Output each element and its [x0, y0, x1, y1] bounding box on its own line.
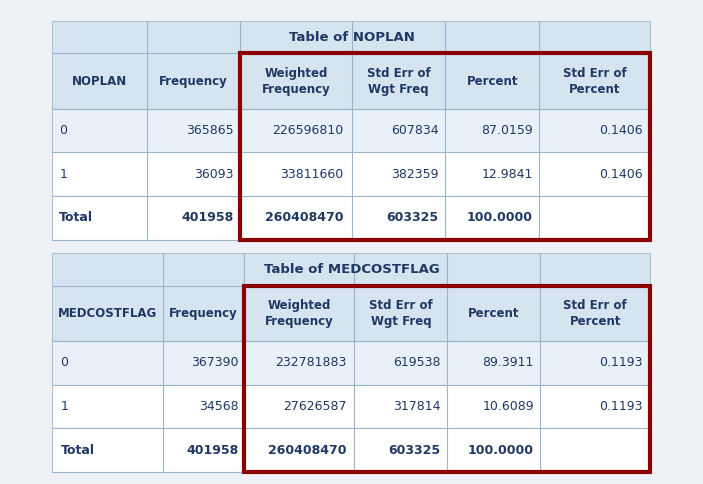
- Text: 1: 1: [59, 168, 67, 181]
- Text: MEDCOSTFLAG: MEDCOSTFLAG: [58, 307, 157, 320]
- Text: 382359: 382359: [392, 168, 439, 181]
- Bar: [53, 385, 650, 428]
- Bar: [53, 341, 650, 385]
- Text: 260408470: 260408470: [268, 444, 347, 456]
- Text: Weighted
Frequency: Weighted Frequency: [265, 299, 334, 328]
- Text: 0: 0: [60, 357, 68, 369]
- Bar: [53, 428, 650, 472]
- Bar: [53, 22, 650, 240]
- Text: 0: 0: [59, 124, 67, 137]
- Text: 10.6089: 10.6089: [482, 400, 534, 413]
- Text: 603325: 603325: [389, 444, 441, 456]
- Bar: [53, 286, 650, 341]
- Text: Std Err of
Wgt Freq: Std Err of Wgt Freq: [366, 67, 430, 95]
- Text: Total: Total: [60, 444, 94, 456]
- Bar: [245, 286, 650, 472]
- Text: 317814: 317814: [393, 400, 441, 413]
- Bar: [53, 22, 650, 53]
- Text: Std Err of
Percent: Std Err of Percent: [563, 67, 626, 95]
- Bar: [53, 109, 650, 152]
- Text: 226596810: 226596810: [273, 124, 344, 137]
- Text: 100.0000: 100.0000: [467, 444, 534, 456]
- Text: 87.0159: 87.0159: [481, 124, 533, 137]
- Text: 27626587: 27626587: [283, 400, 347, 413]
- Text: 603325: 603325: [387, 212, 439, 224]
- Text: 36093: 36093: [195, 168, 234, 181]
- Text: Frequency: Frequency: [159, 75, 228, 88]
- Text: 33811660: 33811660: [280, 168, 344, 181]
- Text: 401958: 401958: [181, 212, 234, 224]
- Text: Weighted
Frequency: Weighted Frequency: [262, 67, 330, 95]
- Text: 1: 1: [60, 400, 68, 413]
- Text: 619538: 619538: [393, 357, 441, 369]
- Text: 12.9841: 12.9841: [482, 168, 533, 181]
- Text: Std Err of
Wgt Freq: Std Err of Wgt Freq: [369, 299, 433, 328]
- Bar: [53, 254, 650, 472]
- Text: 100.0000: 100.0000: [467, 212, 533, 224]
- Text: Percent: Percent: [468, 307, 520, 320]
- Bar: [53, 196, 650, 240]
- Text: NOPLAN: NOPLAN: [72, 75, 127, 88]
- Text: 401958: 401958: [186, 444, 238, 456]
- Text: 232781883: 232781883: [276, 357, 347, 369]
- Text: 0.1193: 0.1193: [599, 357, 643, 369]
- Text: 607834: 607834: [391, 124, 439, 137]
- Text: 367390: 367390: [191, 357, 238, 369]
- Bar: [53, 152, 650, 196]
- Text: Total: Total: [59, 212, 93, 224]
- Bar: [240, 53, 650, 240]
- Text: 0.1406: 0.1406: [599, 124, 643, 137]
- Bar: [53, 53, 650, 109]
- Text: Frequency: Frequency: [169, 307, 238, 320]
- Text: Percent: Percent: [467, 75, 518, 88]
- Text: 0.1406: 0.1406: [599, 168, 643, 181]
- Text: 260408470: 260408470: [265, 212, 344, 224]
- Bar: [53, 254, 650, 286]
- Text: Table of MEDCOSTFLAG: Table of MEDCOSTFLAG: [264, 263, 439, 276]
- Text: 0.1193: 0.1193: [599, 400, 643, 413]
- Text: Std Err of
Percent: Std Err of Percent: [563, 299, 627, 328]
- Text: 89.3911: 89.3911: [482, 357, 534, 369]
- Text: 34568: 34568: [199, 400, 238, 413]
- Text: 365865: 365865: [186, 124, 234, 137]
- Text: Table of NOPLAN: Table of NOPLAN: [288, 31, 415, 44]
